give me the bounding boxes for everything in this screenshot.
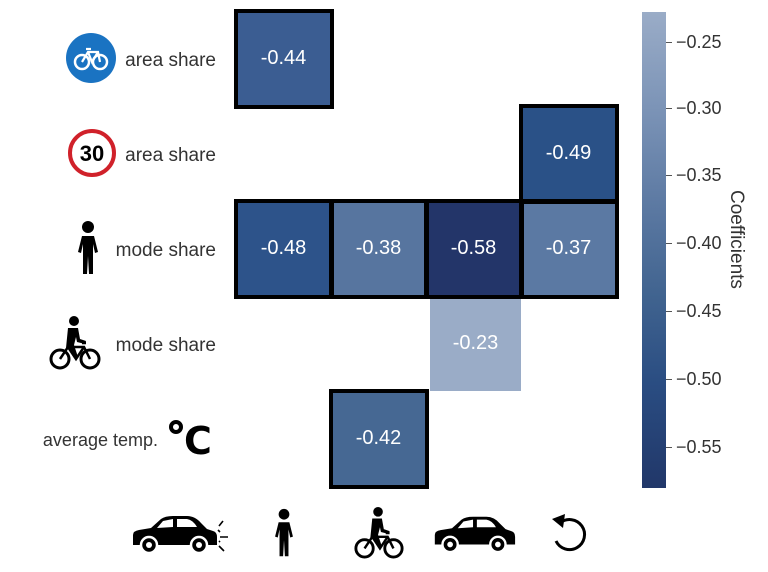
x-axis-rebound <box>521 510 616 560</box>
heatmap-cell: -0.37 <box>521 201 616 296</box>
cell-value: -0.58 <box>450 237 497 259</box>
row-label-average-temp: average temp. C <box>10 393 216 488</box>
cell-value: -0.48 <box>260 237 307 259</box>
cell-value: -0.42 <box>355 427 402 449</box>
cell-value: -0.38 <box>355 237 402 259</box>
heatmap-cell: -0.49 <box>521 106 616 201</box>
colorbar-tick: −0.40 <box>666 233 722 253</box>
cycle-lane-sign-icon <box>65 32 117 90</box>
pedestrian-icon <box>271 508 297 563</box>
colorbar-tick: −0.25 <box>666 32 722 52</box>
colorbar-tick: −0.50 <box>666 369 722 389</box>
colorbar <box>642 12 666 488</box>
x-axis-car <box>426 510 521 560</box>
row-label-cycle-lane: area share <box>40 13 216 108</box>
cyclist-icon <box>353 506 405 565</box>
heatmap-cell: -0.48 <box>236 201 331 296</box>
tick-label: −0.40 <box>676 232 722 253</box>
car-icon <box>431 513 517 558</box>
tick-label: −0.45 <box>676 300 722 321</box>
cyclist-icon <box>48 315 102 377</box>
x-axis-car-emissions <box>124 510 234 560</box>
tick-label: −0.30 <box>676 97 722 118</box>
tick-label: −0.25 <box>676 31 722 52</box>
row-label-text: mode share <box>115 239 216 261</box>
colorbar-tick: −0.45 <box>666 301 722 321</box>
cell-value: -0.44 <box>260 47 307 69</box>
row-label-speed-limit-30: 30 area share <box>40 108 216 203</box>
row-label-cyclist: mode share <box>30 298 216 393</box>
colorbar-tick: −0.55 <box>666 437 722 457</box>
pedestrian-icon <box>74 220 102 282</box>
row-label-text: average temp. <box>42 430 158 450</box>
heatmap-cell: -0.58 <box>426 201 521 296</box>
tick-label: −0.55 <box>676 436 722 457</box>
heatmap-cell: -0.38 <box>331 201 426 296</box>
colorbar-tick: −0.35 <box>666 165 722 185</box>
car-emissions-icon <box>129 513 229 558</box>
cell-value: -0.37 <box>545 237 592 259</box>
x-axis-cyclist <box>331 506 426 560</box>
cell-value: -0.49 <box>545 142 592 164</box>
tick-label: −0.35 <box>676 164 722 185</box>
heatmap-cell-not-significant: -0.23 <box>430 296 521 391</box>
tick-label: −0.50 <box>676 368 722 389</box>
rebound-arrow-icon <box>548 511 590 560</box>
svg-text:30: 30 <box>80 141 104 166</box>
row-label-text: area share <box>125 144 216 166</box>
row-label-pedestrian: mode share <box>40 203 216 298</box>
row-label-text: area share <box>125 49 216 71</box>
speed-limit-30-sign-icon: 30 <box>67 128 117 184</box>
colorbar-tick: −0.30 <box>666 98 722 118</box>
colorbar-label: Coefficients <box>726 190 747 289</box>
heatmap-cell: -0.42 <box>331 391 426 486</box>
svg-text:C: C <box>184 419 212 458</box>
celsius-icon: C <box>168 418 216 463</box>
x-axis-pedestrian <box>236 508 331 563</box>
heatmap-cell: -0.44 <box>236 11 331 106</box>
cell-value: -0.23 <box>452 332 499 354</box>
row-label-text: mode share <box>115 334 216 356</box>
